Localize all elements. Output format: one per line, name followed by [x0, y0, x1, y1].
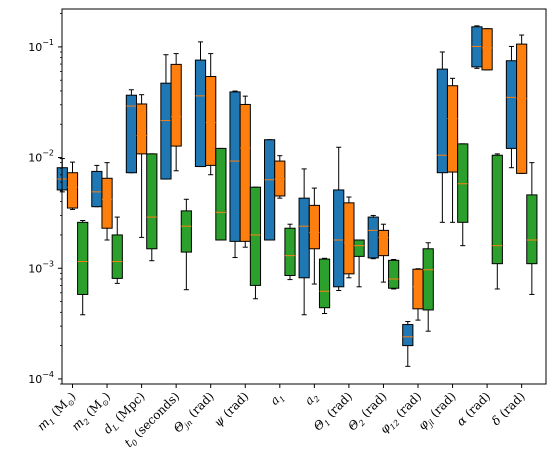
box-body	[526, 194, 538, 265]
box-body	[298, 197, 310, 279]
x-tick-label: δ (rad)	[489, 389, 528, 428]
box-1-4	[160, 54, 172, 180]
box-2-3	[136, 94, 148, 238]
box-3-11	[422, 242, 434, 332]
box-2-2	[101, 162, 113, 241]
box-2-8	[308, 187, 320, 285]
box-body	[274, 160, 286, 197]
box-body	[388, 259, 400, 289]
box-body	[264, 139, 276, 241]
box-3-13	[491, 153, 503, 290]
box-3-7	[284, 223, 296, 281]
box-2-13	[481, 28, 493, 71]
box-body	[333, 189, 345, 288]
y-axis: 10−4 10−3 10−2 10−1	[28, 13, 62, 386]
box-2-9	[343, 196, 355, 279]
box-body	[180, 210, 192, 253]
box-body	[160, 82, 172, 180]
y-tick-label: 10−4	[28, 370, 54, 386]
box-body	[125, 94, 138, 174]
box-2-5	[205, 53, 217, 176]
box-1-11	[402, 321, 414, 367]
y-tick-label: 10−3	[28, 259, 54, 275]
box-body	[481, 28, 493, 71]
box-2-1	[66, 161, 79, 210]
box-body	[205, 76, 217, 166]
box-body	[377, 229, 390, 257]
box-2-10	[377, 223, 390, 283]
box-3-6	[249, 186, 262, 300]
box-2-14	[516, 34, 528, 174]
box-body	[284, 227, 296, 277]
box-3-5	[215, 147, 227, 241]
box-body	[402, 324, 414, 347]
x-tick-label: ψ (rad)	[211, 389, 251, 429]
box-3-3	[146, 153, 158, 262]
box-body	[457, 143, 469, 223]
box-body	[66, 172, 79, 209]
box-1-8	[298, 168, 310, 316]
box-1-6	[229, 90, 241, 259]
box-1-12	[436, 51, 448, 223]
box-3-4	[180, 198, 192, 291]
box-body	[229, 91, 241, 242]
box-3-2	[111, 216, 123, 284]
box-body	[353, 239, 365, 257]
box-body	[343, 202, 355, 275]
box-1-7	[264, 139, 276, 241]
box-body	[412, 268, 424, 310]
box-2-12	[446, 77, 459, 223]
box-1-14	[505, 45, 518, 169]
box-2-11	[412, 268, 424, 321]
box-body	[367, 216, 379, 259]
box-body	[446, 85, 459, 173]
box-body	[77, 221, 89, 295]
box-1-5	[194, 41, 207, 168]
y-tick-label: 10−2	[28, 149, 54, 165]
box-body	[505, 60, 518, 149]
box-body	[491, 154, 503, 265]
box-1-13	[471, 25, 483, 69]
box-1-9	[333, 146, 345, 291]
box-2-4	[170, 53, 182, 172]
x-tick-label: a2	[302, 389, 322, 409]
box-body	[308, 204, 320, 250]
box-body	[101, 177, 113, 229]
box-body	[170, 63, 182, 147]
box-3-8	[318, 257, 331, 315]
box-3-14	[526, 162, 538, 295]
x-tick-label: α (rad)	[454, 389, 493, 428]
box-3-9	[353, 239, 365, 288]
box-body	[136, 103, 148, 155]
box-body	[91, 170, 103, 208]
box-1-10	[367, 214, 379, 260]
box-3-12	[457, 143, 469, 247]
box-3-1	[77, 220, 89, 316]
x-tick-label: φjl (rad)	[415, 389, 460, 434]
box-body	[436, 68, 448, 174]
box-body	[239, 103, 251, 242]
box-body	[516, 43, 528, 174]
box-body	[249, 186, 262, 286]
box-body	[422, 248, 434, 311]
plot-area	[56, 25, 538, 367]
box-body	[111, 234, 123, 279]
x-axis: m1 (M⊙)m2 (M⊙)dL (Mpc)t0 (seconds)Θjn (r…	[34, 384, 528, 450]
box-1-3	[125, 89, 138, 174]
box-2-7	[274, 155, 286, 199]
box-body	[215, 147, 227, 241]
y-tick-label: 10−1	[28, 38, 54, 54]
box-3-10	[388, 258, 400, 290]
x-tick-label: a1	[267, 389, 287, 409]
box-body	[318, 258, 331, 309]
axes-frame	[61, 8, 547, 385]
box-body	[194, 59, 207, 168]
box-body	[146, 153, 158, 250]
box-2-6	[239, 95, 251, 248]
box-1-2	[91, 164, 103, 208]
